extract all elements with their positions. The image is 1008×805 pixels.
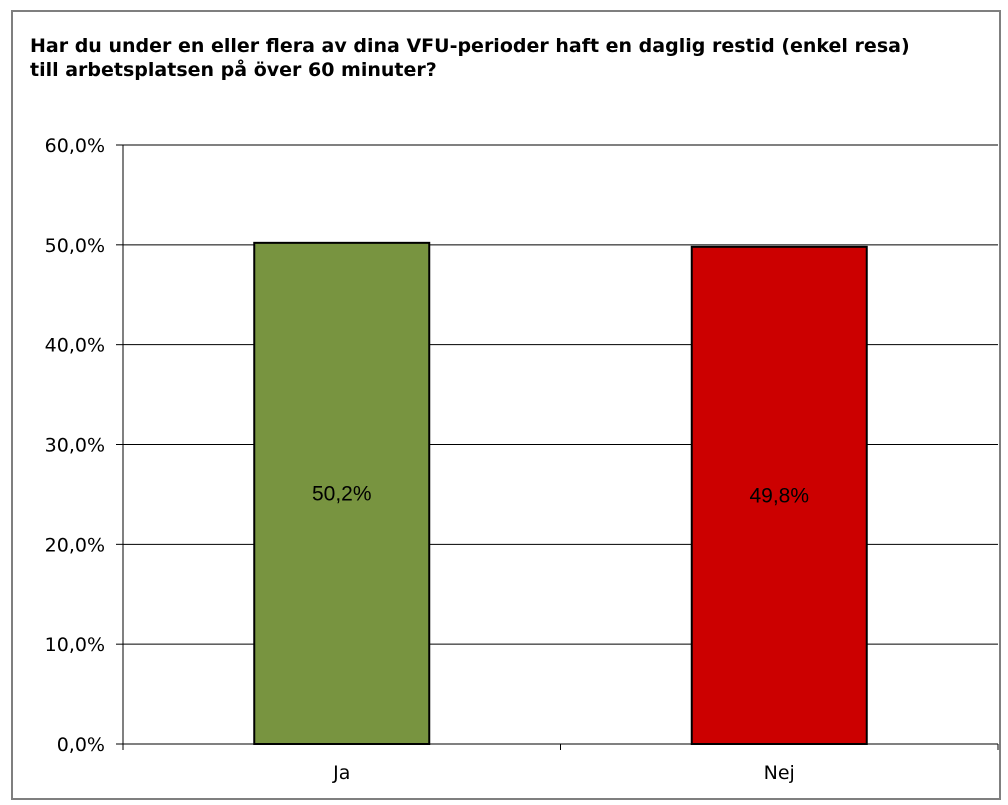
x-category-label: Ja <box>332 762 350 784</box>
y-tick-label: 0,0% <box>57 734 105 756</box>
x-category-label: Nej <box>764 762 795 784</box>
y-tick-label: 60,0% <box>45 135 105 157</box>
chart-title: Har du under en eller flera av dina VFU-… <box>30 35 910 81</box>
y-tick-label: 50,0% <box>45 235 105 257</box>
y-tick-label: 20,0% <box>45 534 105 556</box>
y-tick-label: 40,0% <box>45 335 105 357</box>
y-tick-label: 10,0% <box>45 634 105 656</box>
y-tick-label: 30,0% <box>45 435 105 457</box>
axes <box>116 144 999 750</box>
data-labels: 50,2% 49,8% <box>312 482 809 507</box>
bar-ja <box>253 241 431 745</box>
bar-nej <box>690 245 868 746</box>
data-label: 49,8% <box>749 484 809 507</box>
data-label: 50,2% <box>312 482 372 505</box>
bars <box>253 241 868 746</box>
y-tick-labels: 0,0% 10,0% 20,0% 30,0% 40,0% 50,0% 60,0% <box>45 135 105 756</box>
x-category-labels: Ja Nej <box>332 762 795 784</box>
